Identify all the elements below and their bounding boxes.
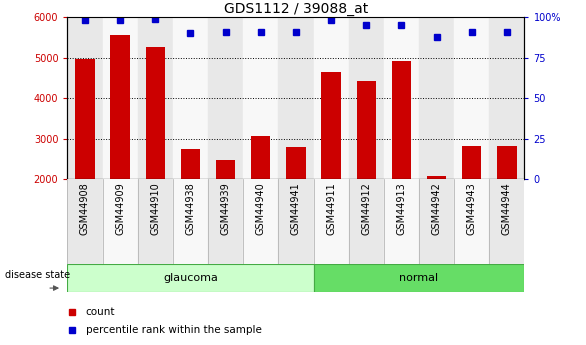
Bar bbox=[243, 17, 278, 179]
Bar bbox=[173, 17, 208, 179]
Bar bbox=[489, 179, 524, 264]
Text: GSM44943: GSM44943 bbox=[466, 182, 477, 235]
Bar bbox=[138, 17, 173, 179]
Text: GSM44940: GSM44940 bbox=[255, 182, 266, 235]
Text: GSM44911: GSM44911 bbox=[326, 182, 336, 235]
Bar bbox=[497, 146, 517, 179]
Bar bbox=[419, 179, 454, 264]
Bar bbox=[216, 160, 236, 179]
Text: GSM44942: GSM44942 bbox=[431, 182, 442, 235]
Bar bbox=[75, 59, 95, 179]
Bar bbox=[391, 61, 411, 179]
Bar bbox=[286, 147, 306, 179]
FancyBboxPatch shape bbox=[67, 264, 314, 292]
Title: GDS1112 / 39088_at: GDS1112 / 39088_at bbox=[224, 2, 368, 16]
Text: normal: normal bbox=[400, 273, 438, 283]
Bar bbox=[454, 179, 489, 264]
Bar bbox=[67, 17, 103, 179]
Bar bbox=[419, 17, 454, 179]
Bar bbox=[462, 146, 482, 179]
Text: glaucoma: glaucoma bbox=[163, 273, 218, 283]
Bar bbox=[208, 17, 243, 179]
Bar bbox=[427, 176, 447, 179]
FancyBboxPatch shape bbox=[314, 264, 524, 292]
Text: GSM44944: GSM44944 bbox=[502, 182, 512, 235]
Text: count: count bbox=[86, 307, 115, 317]
Bar bbox=[251, 136, 271, 179]
Text: GSM44912: GSM44912 bbox=[361, 182, 372, 235]
Bar bbox=[67, 179, 103, 264]
Text: GSM44913: GSM44913 bbox=[396, 182, 407, 235]
Bar bbox=[146, 47, 165, 179]
Bar bbox=[314, 17, 349, 179]
Bar bbox=[173, 179, 208, 264]
Bar bbox=[243, 179, 278, 264]
Text: GSM44939: GSM44939 bbox=[220, 182, 231, 235]
Bar bbox=[489, 17, 524, 179]
Bar bbox=[103, 17, 138, 179]
Text: GSM44909: GSM44909 bbox=[115, 182, 125, 235]
Bar bbox=[180, 149, 200, 179]
Bar bbox=[349, 179, 384, 264]
Text: GSM44941: GSM44941 bbox=[291, 182, 301, 235]
Text: disease state: disease state bbox=[5, 270, 70, 280]
Bar bbox=[384, 179, 419, 264]
Bar bbox=[349, 17, 384, 179]
Text: percentile rank within the sample: percentile rank within the sample bbox=[86, 325, 261, 335]
Text: GSM44908: GSM44908 bbox=[80, 182, 90, 235]
Text: GSM44938: GSM44938 bbox=[185, 182, 196, 235]
Bar bbox=[278, 17, 314, 179]
Text: GSM44910: GSM44910 bbox=[150, 182, 161, 235]
Bar bbox=[356, 81, 376, 179]
Bar bbox=[208, 179, 243, 264]
Bar bbox=[103, 179, 138, 264]
Bar bbox=[314, 179, 349, 264]
Bar bbox=[278, 179, 314, 264]
Bar bbox=[322, 72, 341, 179]
Bar bbox=[110, 36, 130, 179]
Bar bbox=[138, 179, 173, 264]
Bar bbox=[454, 17, 489, 179]
Bar bbox=[384, 17, 419, 179]
